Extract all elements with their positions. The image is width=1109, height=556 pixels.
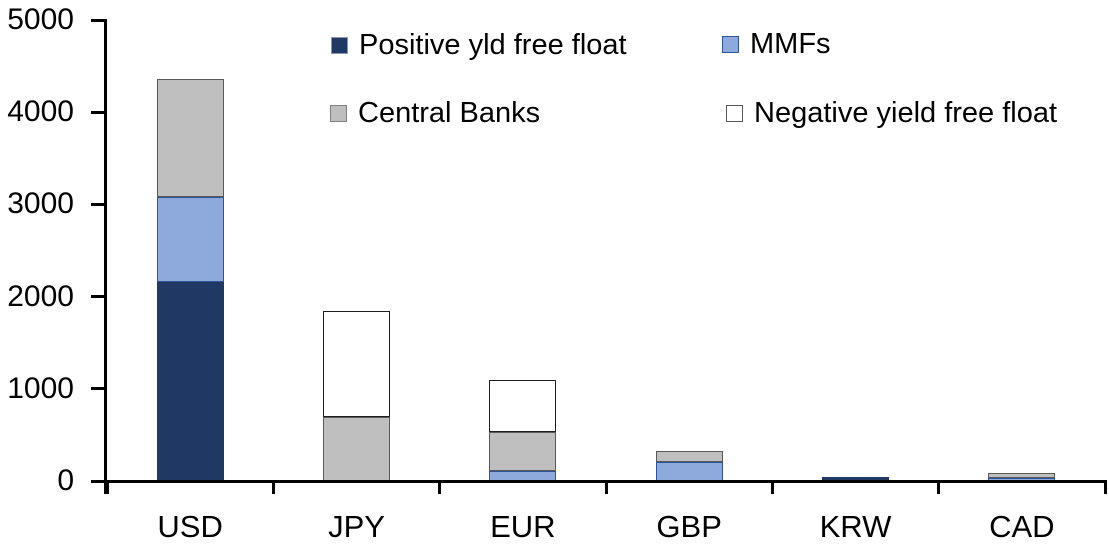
y-axis-tick bbox=[91, 110, 104, 114]
legend-swatch-positive-yld-free-float bbox=[331, 36, 348, 54]
legend-label-mmfs: MMFs bbox=[750, 28, 831, 60]
y-axis-line bbox=[104, 19, 107, 494]
legend-swatch-negative-yield-free-float bbox=[726, 104, 743, 122]
x-axis-category-label-gbp: GBP bbox=[656, 509, 722, 544]
legend-item-positive-yld-free-float: Positive yld free float bbox=[331, 27, 627, 63]
y-axis-tick-label: 3000 bbox=[7, 187, 74, 221]
y-axis-tick-label: 0 bbox=[57, 464, 74, 497]
y-axis-tick-label: 2000 bbox=[7, 279, 74, 313]
x-axis-category-label-cad: CAD bbox=[989, 509, 1055, 544]
y-axis-tick bbox=[91, 202, 104, 206]
legend-label-central-banks: Central Banks bbox=[358, 97, 541, 129]
x-axis-category-label-eur: EUR bbox=[490, 509, 556, 544]
x-axis-tick bbox=[1103, 481, 1107, 494]
x-axis-tick bbox=[438, 481, 442, 494]
legend-swatch-mmfs bbox=[722, 35, 739, 53]
x-axis-category-label-usd: USD bbox=[157, 509, 223, 544]
bar-segment-GBP-mmfs bbox=[655, 461, 723, 481]
bar-segment-JPY-central-banks bbox=[323, 416, 390, 481]
y-axis-tick bbox=[91, 295, 104, 299]
bar-segment-KRW-positive-yld-free-float bbox=[822, 476, 889, 481]
y-axis-tick-label: 1000 bbox=[7, 371, 74, 405]
bar-segment-USD-positive-yld-free-float bbox=[156, 282, 224, 481]
legend-item-negative-yield-free-float: Negative yield free float bbox=[726, 95, 1057, 131]
y-axis-tick bbox=[91, 18, 104, 22]
bar-segment-JPY-negative-yield-free-float bbox=[323, 311, 390, 417]
y-axis-tick bbox=[91, 479, 104, 483]
legend-label-negative-yield-free-float: Negative yield free float bbox=[754, 97, 1058, 129]
bar-segment-USD-mmfs bbox=[156, 196, 224, 283]
x-axis-tick bbox=[604, 481, 608, 494]
x-axis-tick bbox=[937, 481, 941, 494]
y-axis-tick bbox=[91, 387, 104, 391]
legend-swatch-central-banks bbox=[330, 104, 347, 122]
bar-segment-GBP-central-banks bbox=[655, 450, 723, 462]
bar-segment-EUR-negative-yield-free-float bbox=[489, 379, 557, 433]
y-axis-tick-label: 5000 bbox=[7, 3, 74, 36]
x-axis-tick bbox=[271, 481, 275, 494]
x-axis-category-label-krw: KRW bbox=[819, 509, 892, 544]
x-axis-tick bbox=[105, 481, 109, 494]
x-axis-tick bbox=[770, 481, 774, 494]
legend-label-positive-yld-free-float: Positive yld free float bbox=[359, 29, 627, 61]
bar-segment-EUR-central-banks bbox=[489, 432, 557, 472]
x-axis-category-label-jpy: JPY bbox=[328, 509, 385, 544]
bar-segment-CAD-central-banks bbox=[988, 473, 1056, 478]
bar-segment-USD-central-banks bbox=[156, 79, 224, 197]
y-axis-tick-label: 4000 bbox=[7, 95, 74, 129]
legend-item-mmfs: MMFs bbox=[722, 26, 831, 62]
legend-item-central-banks: Central Banks bbox=[330, 95, 540, 131]
